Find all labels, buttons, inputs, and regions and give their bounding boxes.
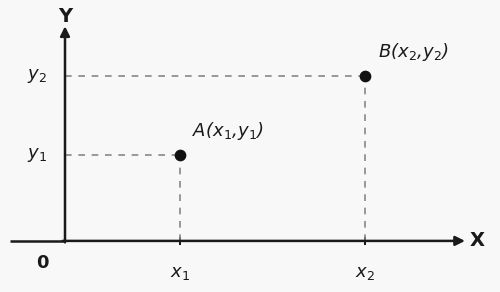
Text: A(x$_1$,y$_1$): A(x$_1$,y$_1$) — [192, 120, 264, 142]
Point — [361, 74, 369, 78]
Text: y$_1$: y$_1$ — [28, 146, 48, 164]
Text: x$_2$: x$_2$ — [355, 264, 375, 282]
Text: x$_1$: x$_1$ — [170, 264, 190, 282]
Text: y$_2$: y$_2$ — [28, 67, 48, 85]
Text: X: X — [470, 231, 485, 251]
Text: 0: 0 — [36, 254, 49, 272]
Text: B(x$_2$,y$_2$): B(x$_2$,y$_2$) — [378, 41, 448, 63]
Text: Y: Y — [58, 6, 72, 26]
Point — [176, 152, 184, 157]
